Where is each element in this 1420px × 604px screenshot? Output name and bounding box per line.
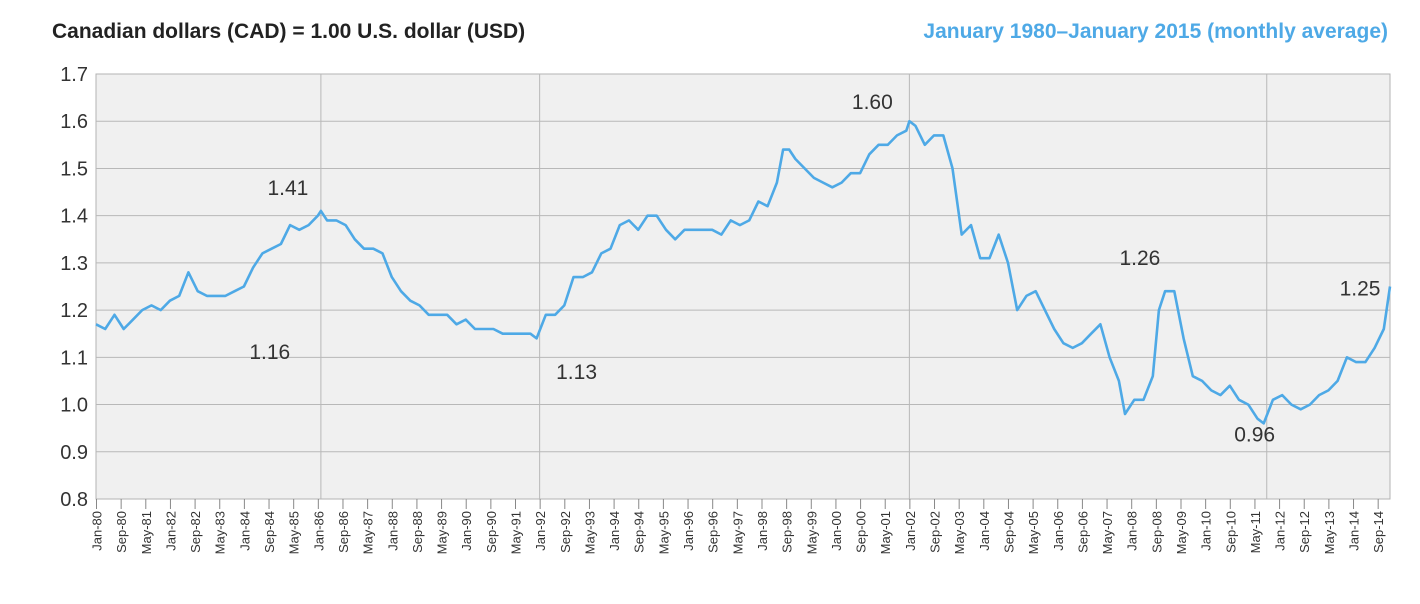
x-tick-label: Jan-84	[237, 511, 252, 551]
x-tick-label: May-97	[730, 511, 745, 554]
x-tick-label: Sep-10	[1223, 511, 1238, 553]
x-tick-label: Sep-84	[262, 511, 277, 553]
x-tick-label: Jan-92	[533, 511, 548, 551]
x-tick-label: Sep-98	[780, 511, 795, 553]
x-tick-label: Jan-14	[1347, 511, 1362, 551]
x-tick-label: Sep-92	[558, 511, 573, 553]
x-tick-label: Jan-00	[829, 511, 844, 551]
x-axis: Jan-80 Sep-80 May-81 Jan-82 Sep-82 May-83 Jan-…	[90, 499, 1386, 554]
x-tick-label: Jan-96	[681, 511, 696, 551]
data-label: 1.41	[267, 177, 308, 200]
x-tick-label: Jan-82	[163, 511, 178, 551]
x-tick-label: Jan-08	[1125, 511, 1140, 551]
y-tick-label: 0.9	[60, 442, 88, 464]
x-tick-label: Sep-88	[410, 511, 425, 553]
data-label: 1.16	[249, 341, 290, 364]
data-label: 1.26	[1119, 247, 1160, 270]
y-tick-label: 1.2	[60, 300, 88, 322]
x-tick-label: Jan-90	[459, 511, 474, 551]
x-tick-label: May-87	[361, 511, 376, 554]
x-tick-label: Jan-80	[90, 511, 105, 551]
x-tick-label: May-09	[1174, 511, 1189, 554]
x-tick-label: May-95	[656, 511, 671, 554]
y-tick-label: 1.3	[60, 253, 88, 275]
x-tick-label: Jan-94	[607, 511, 622, 551]
data-label: 1.60	[852, 91, 893, 114]
x-tick-label: May-89	[435, 511, 450, 554]
x-tick-label: Sep-94	[632, 511, 647, 553]
x-tick-label: May-11	[1248, 511, 1263, 553]
x-tick-label: Jan-86	[311, 511, 326, 551]
x-tick-label: Sep-00	[854, 511, 869, 553]
x-tick-label: May-93	[582, 511, 597, 554]
y-tick-label: 1.5	[60, 158, 88, 180]
x-tick-label: Sep-14	[1371, 511, 1386, 553]
x-tick-label: Jan-02	[903, 511, 918, 551]
x-tick-label: Jan-88	[385, 511, 400, 551]
y-tick-label: 1.1	[60, 347, 88, 369]
y-axis: 1.7 1.6 1.5 1.4 1.3 1.2 1.1 1.0 0.9 0.8	[60, 64, 88, 511]
x-tick-label: Sep-82	[188, 511, 203, 553]
data-label: 0.96	[1234, 423, 1275, 446]
x-tick-label: May-83	[213, 511, 228, 554]
x-tick-label: May-85	[287, 511, 302, 554]
x-tick-label: Sep-02	[928, 511, 943, 553]
y-tick-label: 1.0	[60, 395, 88, 417]
x-tick-label: Sep-90	[484, 511, 499, 553]
plot-area	[95, 73, 1391, 500]
y-tick-label: 1.4	[60, 206, 88, 228]
data-label: 1.25	[1340, 278, 1381, 301]
x-tick-label: Jan-98	[755, 511, 770, 551]
x-tick-label: Sep-04	[1001, 511, 1016, 553]
x-tick-label: May-01	[878, 511, 893, 554]
x-tick-label: May-13	[1322, 511, 1337, 554]
series-line	[95, 119, 1392, 425]
x-tick-label: May-07	[1100, 511, 1115, 554]
x-tick-label: May-05	[1026, 511, 1041, 554]
x-tick-label: May-99	[804, 511, 819, 554]
x-tick-label: May-91	[509, 511, 524, 554]
x-tick-label: Sep-80	[114, 511, 129, 553]
x-tick-label: May-03	[952, 511, 967, 554]
data-label: 1.13	[556, 361, 597, 384]
y-tick-label: 0.8	[60, 489, 88, 511]
x-tick-label: Jan-12	[1273, 511, 1288, 551]
x-tick-label: May-81	[139, 511, 154, 554]
x-tick-label: Jan-10	[1199, 511, 1214, 551]
x-tick-label: Jan-04	[977, 511, 992, 551]
x-tick-label: Sep-06	[1075, 511, 1090, 553]
chart-subtitle: January 1980–January 2015 (monthly avera…	[923, 20, 1388, 43]
gridlines	[96, 74, 1390, 499]
data-annotations: 1.16 1.41 1.13 1.60 1.26 0.96 1.25	[249, 91, 1380, 446]
x-tick-label: Sep-86	[336, 511, 351, 553]
chart-title: Canadian dollars (CAD) = 1.00 U.S. dolla…	[52, 20, 525, 43]
y-tick-label: 1.6	[60, 111, 88, 133]
x-tick-label: Jan-06	[1051, 511, 1066, 551]
y-tick-label: 1.7	[60, 64, 88, 86]
x-tick-label: Sep-96	[706, 511, 721, 553]
x-tick-label: Sep-08	[1149, 511, 1164, 553]
x-tick-label: Sep-12	[1297, 511, 1312, 553]
